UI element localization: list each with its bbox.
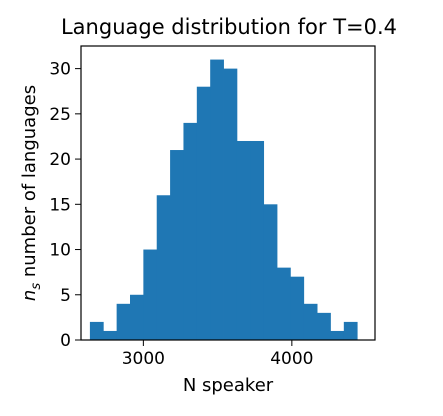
histogram-bar xyxy=(210,59,224,341)
histogram-bar xyxy=(89,321,104,340)
histogram-bar xyxy=(277,267,291,340)
histogram-bar xyxy=(170,150,184,340)
x-tick-label: 4000 xyxy=(270,349,313,369)
y-axis-label-math: n xyxy=(19,290,40,301)
y-tick-label: 20 xyxy=(49,150,71,170)
histogram-bar xyxy=(103,330,118,340)
histogram-bar xyxy=(330,330,345,340)
x-axis-label: N speaker xyxy=(183,375,274,396)
y-tick-label: 10 xyxy=(49,241,71,261)
y-tick-label: 30 xyxy=(49,60,71,80)
x-axis-ticks: 3000 4000 xyxy=(122,340,313,369)
y-tick-label: 5 xyxy=(60,286,71,306)
histogram-bar xyxy=(196,86,211,340)
chart-title: Language distribution for T=0.4 xyxy=(61,15,397,39)
x-tick-label: 3000 xyxy=(122,349,165,369)
histogram-bar xyxy=(343,321,358,340)
histogram-bar xyxy=(236,140,251,340)
histogram-bar xyxy=(303,303,318,340)
histogram-bar xyxy=(156,195,171,340)
axes-frame xyxy=(80,45,376,341)
y-tick-label: 25 xyxy=(49,105,71,125)
histogram-bar xyxy=(250,140,265,340)
histogram-bar xyxy=(116,303,131,340)
histogram-bar xyxy=(317,312,331,340)
y-axis-label-subscript: s xyxy=(29,283,44,290)
histogram-bar xyxy=(143,249,158,340)
y-tick-label: 15 xyxy=(49,195,71,215)
histogram-bar xyxy=(223,68,238,340)
y-axis-label: ns number of languages xyxy=(19,85,44,301)
bars-group xyxy=(89,59,358,341)
y-axis-label-text: number of languages xyxy=(19,85,40,283)
histogram-bar xyxy=(290,276,305,340)
histogram-bar xyxy=(263,204,278,340)
histogram-bar xyxy=(183,122,198,341)
y-tick-label: 0 xyxy=(60,331,71,351)
y-axis-ticks: 0 5 10 15 20 25 30 xyxy=(49,60,81,351)
histogram-bar xyxy=(130,294,144,340)
